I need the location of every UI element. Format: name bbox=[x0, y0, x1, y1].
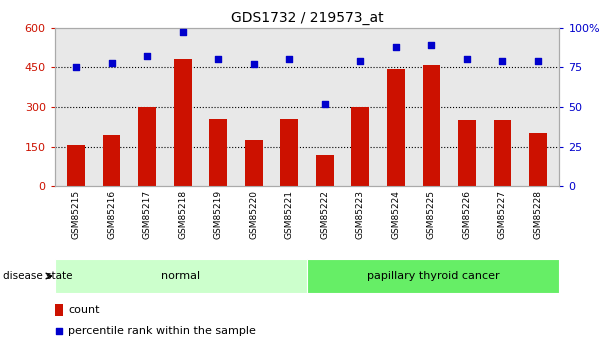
Bar bbox=[494, 120, 511, 186]
Bar bbox=[209, 119, 227, 186]
Text: GSM85225: GSM85225 bbox=[427, 190, 436, 239]
Bar bbox=[280, 119, 298, 186]
Bar bbox=[55, 304, 63, 316]
Point bbox=[320, 101, 330, 107]
Bar bbox=[458, 120, 476, 186]
Text: GSM85220: GSM85220 bbox=[249, 190, 258, 239]
Bar bbox=[103, 135, 120, 186]
Point bbox=[533, 58, 543, 64]
Text: count: count bbox=[68, 305, 100, 315]
Point bbox=[462, 57, 472, 62]
Text: GSM85216: GSM85216 bbox=[107, 190, 116, 239]
Point bbox=[391, 44, 401, 49]
Point bbox=[427, 42, 437, 48]
Text: GSM85228: GSM85228 bbox=[534, 190, 542, 239]
Text: GSM85222: GSM85222 bbox=[320, 190, 330, 238]
Point bbox=[54, 328, 64, 333]
Point bbox=[285, 57, 294, 62]
Text: GSM85215: GSM85215 bbox=[72, 190, 80, 239]
Bar bbox=[529, 134, 547, 186]
Text: papillary thyroid cancer: papillary thyroid cancer bbox=[367, 271, 500, 281]
Bar bbox=[387, 69, 405, 186]
Bar bbox=[138, 107, 156, 186]
Text: GSM85219: GSM85219 bbox=[213, 190, 223, 239]
Title: GDS1732 / 219573_at: GDS1732 / 219573_at bbox=[230, 11, 384, 25]
Text: GSM85227: GSM85227 bbox=[498, 190, 507, 239]
Bar bbox=[423, 65, 440, 186]
Text: disease state: disease state bbox=[3, 271, 72, 281]
Text: GSM85223: GSM85223 bbox=[356, 190, 365, 239]
Point bbox=[107, 60, 117, 65]
Point bbox=[142, 53, 152, 59]
Text: percentile rank within the sample: percentile rank within the sample bbox=[68, 326, 257, 335]
FancyBboxPatch shape bbox=[307, 259, 559, 293]
Text: GSM85224: GSM85224 bbox=[392, 190, 401, 238]
Text: normal: normal bbox=[161, 271, 201, 281]
Bar bbox=[351, 107, 369, 186]
Point bbox=[213, 57, 223, 62]
FancyBboxPatch shape bbox=[55, 259, 307, 293]
Text: GSM85221: GSM85221 bbox=[285, 190, 294, 239]
Text: GSM85217: GSM85217 bbox=[143, 190, 151, 239]
Text: GSM85218: GSM85218 bbox=[178, 190, 187, 239]
Bar bbox=[174, 59, 192, 186]
Point bbox=[71, 65, 81, 70]
Bar bbox=[316, 155, 334, 186]
Text: GSM85226: GSM85226 bbox=[463, 190, 471, 239]
Bar bbox=[245, 140, 263, 186]
Point bbox=[178, 30, 187, 35]
Point bbox=[356, 58, 365, 64]
Point bbox=[497, 58, 507, 64]
Bar bbox=[67, 145, 85, 186]
Point bbox=[249, 61, 258, 67]
